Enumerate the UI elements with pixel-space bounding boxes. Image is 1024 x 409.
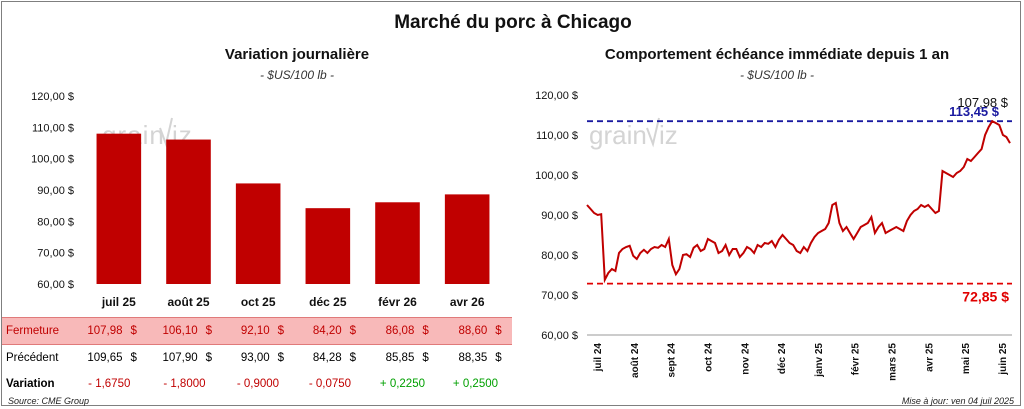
table-row-variation: Variation - 1,6750 - 1,8000 - 0,9000 - 0…	[2, 371, 512, 397]
x-tick-label: avr 26	[450, 295, 485, 309]
table-row-precedent: Précédent 109,65 $ 107,90 $ 93,00 $ 84,28 $ …	[2, 345, 512, 372]
x-tick-label: août 24	[630, 343, 641, 378]
y-tick-label: 110,00 $	[536, 130, 578, 142]
currency: $	[491, 317, 512, 345]
variation-value: + 0,2500	[452, 378, 499, 390]
min-price-label: 72,85 $	[962, 289, 1009, 305]
page-title: Marché du porc à Chicago	[394, 12, 632, 33]
x-tick-label: janv 25	[814, 343, 825, 378]
y-tick-label: 110,00 $	[32, 122, 74, 134]
close-value: 84,20	[293, 317, 346, 345]
currency: $	[126, 317, 147, 345]
max-price-label: 113,45 $	[949, 104, 1000, 119]
x-tick-label: juil 24	[593, 343, 604, 373]
y-tick-label: 60,00 $	[37, 279, 74, 291]
currency: $	[422, 352, 429, 364]
close-value: 92,10	[221, 317, 274, 345]
left-chart-title: Variation journalière	[224, 46, 370, 63]
close-value: 88,60	[438, 317, 492, 345]
bar-chart: 120,00 $ 110,00 $ 100,00 $ 90,00 $ 80,00 $ 70…	[31, 91, 490, 309]
y-tick-label: 80,00 $	[37, 216, 74, 228]
prev-value: 93,00	[240, 352, 270, 364]
variation-value: - 1,8000	[163, 378, 206, 390]
variation-value: - 0,0750	[308, 378, 352, 390]
row-label: Précédent	[6, 352, 59, 364]
x-tick-label: déc 24	[777, 343, 788, 375]
svg-text:iz: iz	[659, 120, 678, 150]
last-price-label: 107,98 $	[957, 95, 1008, 110]
bar	[305, 208, 351, 284]
variation-value: + 0,2250	[379, 378, 425, 390]
right-chart-title: Comportement échéance immédiate depuis 1…	[604, 46, 950, 63]
y-tick-label: 120,00 $	[31, 91, 74, 103]
row-label: Variation	[6, 378, 55, 390]
y-tick-label: 100,00 $	[31, 154, 74, 166]
currency: $	[345, 317, 366, 345]
price-series-line	[586, 119, 1011, 284]
currency: $	[205, 352, 213, 364]
left-chart-subtitle: - $US/100 lb -	[259, 68, 335, 82]
x-tick-label: nov 24	[740, 343, 751, 375]
x-tick-label: juin 25	[998, 343, 1009, 376]
y-tick-label: 80,00 $	[541, 250, 578, 262]
y-tick-label: 90,00 $	[37, 185, 74, 197]
y-tick-label: 120,00 $	[535, 90, 578, 102]
variation-value: - 0,9000	[236, 378, 280, 390]
table-row-fermeture: Fermeture 107,98 $ 106,10 $ 92,10 $ 84,20 $ …	[2, 317, 512, 345]
source-note: Source: CME Group	[8, 396, 90, 406]
variation-value: - 1,6750	[88, 378, 131, 390]
close-value: 106,10	[146, 317, 202, 345]
x-tick-label: févr 25	[851, 343, 862, 376]
x-tick-label: août 25	[167, 295, 209, 309]
x-tick-label: oct 25	[241, 295, 276, 309]
row-label: Fermeture	[2, 317, 72, 345]
prev-value: 84,28	[312, 352, 342, 364]
prev-value: 85,85	[385, 352, 415, 364]
right-chart-subtitle: - $US/100 lb -	[739, 68, 815, 82]
currency: $	[418, 317, 439, 345]
x-tick-label: sept 24	[667, 343, 678, 378]
watermark-logo-right: grain iz	[589, 114, 709, 159]
prev-value: 109,65	[87, 352, 123, 364]
quotes-table: Fermeture 107,98 $ 106,10 $ 92,10 $ 84,20 $ …	[2, 317, 512, 397]
line-chart: 120,00 $ 110,00 $ 100,00 $ 90,00 $ 80,00 $ 70…	[535, 90, 1012, 381]
bar	[375, 202, 420, 284]
currency: $	[130, 352, 137, 364]
x-tick-label: déc 25	[309, 295, 347, 309]
x-tick-label: oct 24	[703, 343, 714, 372]
bar	[235, 183, 281, 284]
x-tick-label: avr 25	[924, 343, 935, 372]
bar	[166, 139, 211, 284]
currency: $	[277, 352, 285, 364]
x-tick-label: mai 25	[961, 343, 972, 375]
close-value: 107,98	[71, 317, 127, 345]
close-value: 86,08	[365, 317, 419, 345]
y-tick-label: 100,00 $	[535, 170, 578, 182]
x-tick-label: févr 26	[378, 295, 417, 309]
y-tick-label: 70,00 $	[37, 248, 74, 260]
currency: $	[495, 352, 502, 364]
bar	[96, 133, 142, 284]
currency: $	[201, 317, 222, 345]
currency: $	[349, 352, 357, 364]
bar	[444, 194, 490, 284]
prev-value: 88,35	[458, 352, 488, 364]
y-tick-label: 70,00 $	[541, 290, 578, 302]
x-tick-label: mars 25	[888, 343, 899, 381]
svg-text:grain: grain	[589, 120, 647, 150]
watermark-logo-graphic: grain iz	[589, 117, 678, 150]
update-note: Mise à jour: ven 04 juil 2025	[901, 396, 1014, 406]
currency: $	[273, 317, 294, 345]
y-tick-label: 60,00 $	[541, 330, 578, 342]
x-tick-label: juil 25	[101, 295, 136, 309]
y-tick-label: 90,00 $	[541, 210, 578, 222]
prev-value: 107,90	[162, 352, 198, 364]
